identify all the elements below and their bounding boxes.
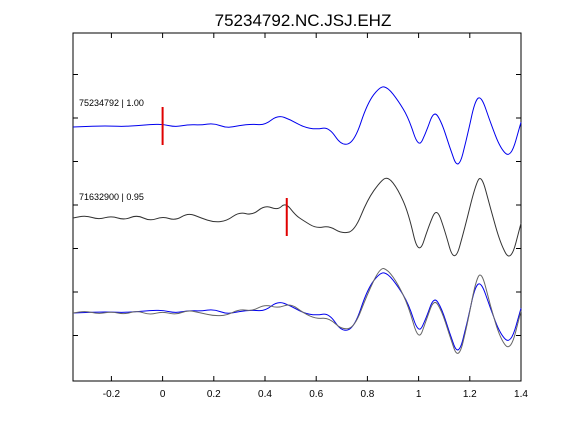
x-tick-label: 1 (416, 389, 422, 400)
x-tick-label: 1.2 (463, 389, 477, 400)
x-tick-label: 1.4 (514, 389, 528, 400)
x-tick-label: -0.2 (103, 389, 121, 400)
traces (72, 86, 522, 354)
x-tick-label: 0.6 (309, 389, 323, 400)
trace-line-2 (72, 177, 522, 257)
y-axis-ticks (73, 74, 521, 336)
x-tick-label: 0.2 (207, 389, 221, 400)
trace-label-2: 71632900 | 0.95 (79, 192, 144, 202)
x-tick-label: 0.4 (258, 389, 272, 400)
x-tick-label: 0.8 (360, 389, 374, 400)
plot-frame (72, 32, 522, 382)
trace-line-3 (72, 272, 522, 351)
x-tick-label: 0 (160, 389, 166, 400)
trace-label-1: 75234792 | 1.00 (79, 98, 144, 108)
chart-title: 75234792.NC.JSJ.EHZ (215, 11, 392, 30)
trace-line-1 (72, 86, 522, 165)
x-axis: -0.2 0 0.2 0.4 0.6 0.8 1 1.2 1.4 (103, 33, 528, 400)
trace-line-4 (72, 268, 522, 354)
